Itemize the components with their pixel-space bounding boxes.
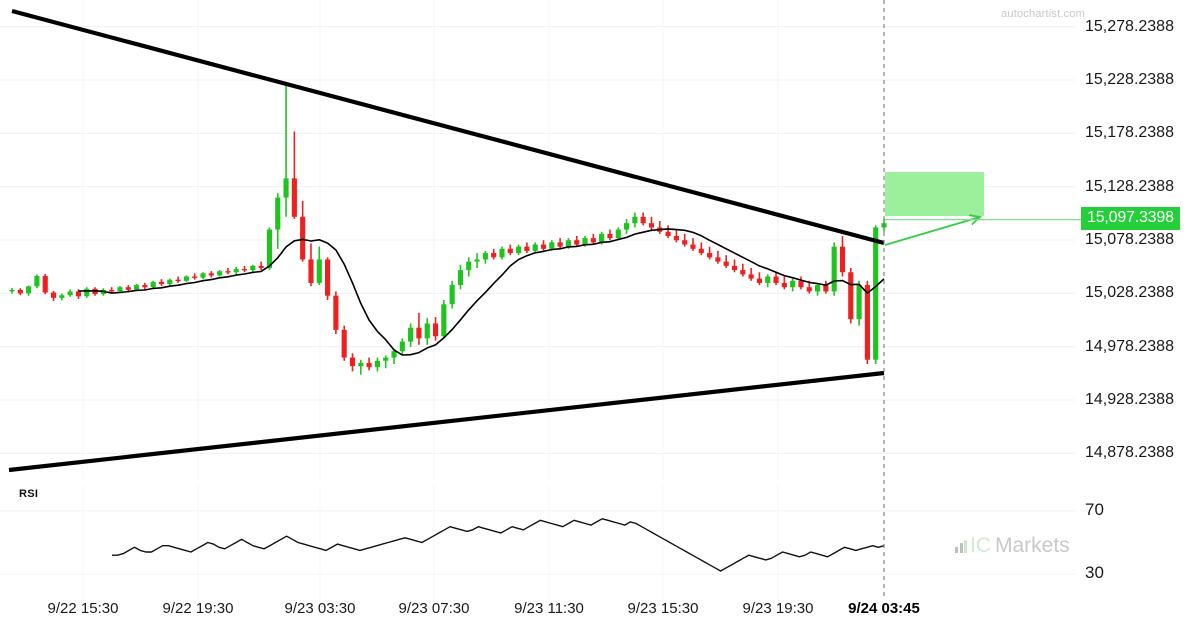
price-axis-tick: 14,978.2388: [1085, 337, 1174, 355]
price-axis-tick: 15,128.2388: [1085, 177, 1174, 195]
pattern-trendlines: [8, 8, 885, 473]
time-axis-tick: 9/23 15:30: [627, 600, 699, 617]
rsi-gridlines: [0, 485, 1075, 600]
time-axis-tick: 9/23 03:30: [284, 600, 356, 617]
ic-markets-logo: IC Markets: [955, 535, 1070, 556]
current-price-tag: 15,097.3398: [1081, 207, 1180, 230]
price-axis-tick: 15,028.2388: [1085, 284, 1174, 302]
time-axis-tick: 9/23 19:30: [742, 600, 814, 617]
brand-name-primary: IC: [970, 534, 991, 557]
forecast-region: [884, 172, 1081, 246]
brand-name-secondary: Markets: [995, 534, 1070, 557]
candlestick-series: [9, 83, 887, 375]
bar-chart-icon: [955, 539, 967, 553]
autochartist-watermark: autochartist.com: [1001, 8, 1085, 20]
price-axis-tick: 15,178.2388: [1085, 124, 1174, 142]
price-axis-tick: 15,278.2388: [1085, 17, 1174, 35]
rsi-series: [112, 518, 885, 572]
price-axis-tick: 14,928.2388: [1085, 391, 1174, 408]
price-axis-tick: 15,228.2388: [1085, 71, 1174, 88]
rsi-axis-tick: 30: [1085, 563, 1104, 583]
time-axis-tick-current: 9/24 03:45: [848, 600, 920, 617]
price-axis-tick: 15,078.2388: [1085, 231, 1174, 248]
time-axis-tick: 9/23 11:30: [514, 600, 584, 617]
price-axis-tick: 14,878.2388: [1085, 444, 1174, 462]
time-axis-tick: 9/22 15:30: [47, 600, 119, 617]
moving-average-line: [78, 228, 885, 356]
time-axis-tick: 9/22 19:30: [162, 600, 234, 617]
rsi-panel-label: RSI: [19, 488, 39, 500]
time-axis-tick: 9/23 07:30: [398, 600, 470, 617]
gridlines: [0, 26, 1075, 454]
rsi-axis-tick: 70: [1085, 499, 1104, 519]
